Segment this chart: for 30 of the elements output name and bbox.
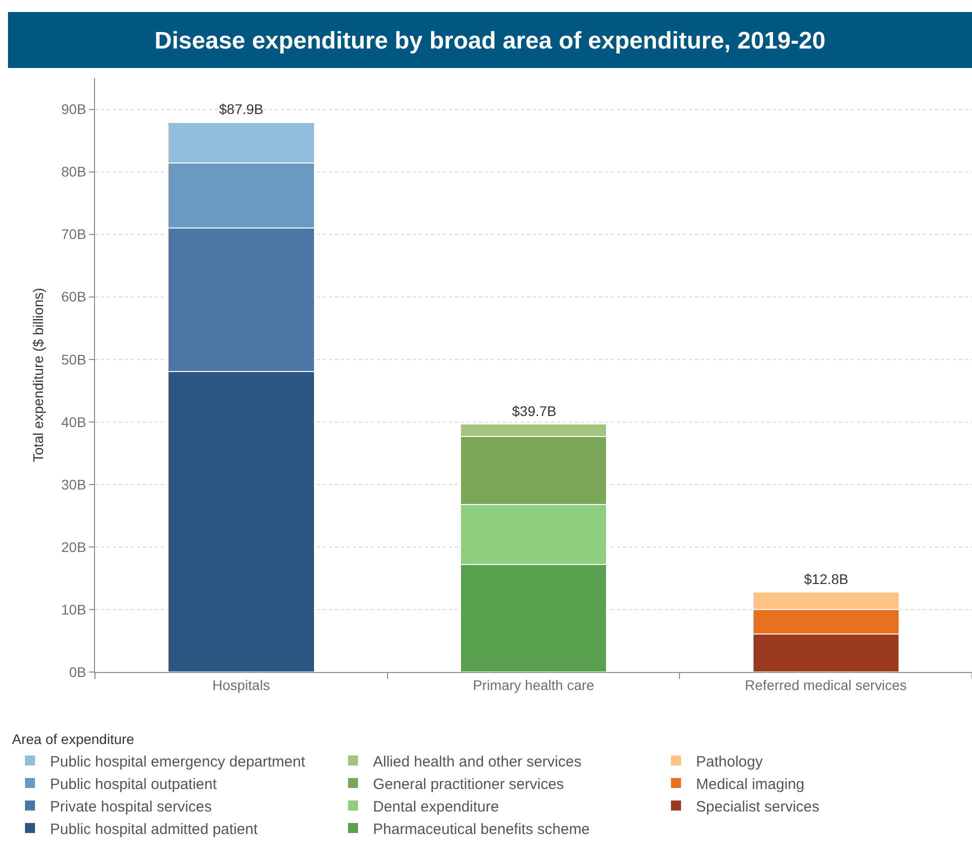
legend-label: Specialist services (696, 798, 820, 816)
y-tick-label: 10B (61, 601, 86, 618)
legend-label: Public hospital emergency department (50, 753, 306, 770)
y-tick-label: 20B (61, 538, 86, 555)
y-tick-label: 60B (61, 288, 86, 305)
legend-label: Public hospital outpatient (50, 776, 218, 793)
legend-label: Medical imaging (696, 776, 804, 793)
y-tick-label: 80B (61, 164, 86, 180)
legend-label: Allied health and other services (373, 753, 582, 770)
legend-label: Pathology (696, 753, 764, 770)
y-tick-label: 0B (69, 664, 86, 680)
y-tick-label: 90B (61, 101, 86, 118)
legend-label: Pharmaceutical benefits scheme (373, 820, 590, 838)
total-label: $87.9B (219, 101, 264, 117)
legend-label: Public hospital admitted patient (50, 820, 258, 838)
y-tick-label: 30B (61, 476, 86, 492)
chart-title: Disease expenditure by broad area of expenditure, 2019-20 (154, 27, 826, 54)
y-tick-label: 40B (61, 414, 86, 430)
legend-label: General practitioner services (373, 776, 564, 793)
x-tick-label: Primary health care (472, 676, 594, 693)
y-axis-title: Total expenditure ($ billions) (30, 288, 46, 462)
y-tick-label: 50B (61, 351, 86, 368)
x-tick-label: Hospitals (212, 676, 270, 693)
legend-title: Area of expenditure (12, 731, 134, 748)
legend-label: Dental expenditure (373, 798, 499, 816)
x-tick-label: Referred medical services (744, 676, 907, 693)
total-label: $12.8B (804, 571, 848, 587)
legend-label: Private hospital services (50, 798, 212, 816)
total-label: $39.7B (512, 403, 556, 419)
y-tick-label: 70B (61, 226, 86, 242)
